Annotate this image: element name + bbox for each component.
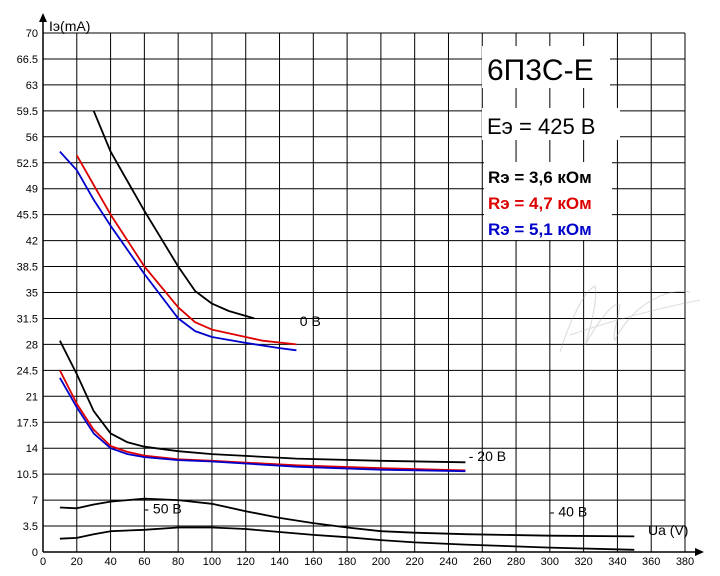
chart-subtitle: Еэ = 425 В <box>487 114 595 139</box>
y-tick-label: 70 <box>26 28 38 40</box>
y-tick-label: 45.5 <box>17 210 38 222</box>
y-tick-label: 56 <box>26 132 38 144</box>
title-block: 6П3С-Е Еэ = 425 В <box>482 46 620 140</box>
x-tick-label: 0 <box>40 556 46 568</box>
curve-label: 0 В <box>300 313 321 329</box>
x-tick-label: 260 <box>473 556 491 568</box>
legend-box <box>484 162 612 240</box>
x-tick-label: 20 <box>71 556 83 568</box>
series-line-6 <box>59 497 635 538</box>
signature-watermark <box>559 285 701 353</box>
x-tick-label: 240 <box>439 556 457 568</box>
x-tick-label: 380 <box>676 556 694 568</box>
x-tick-label: 340 <box>608 556 626 568</box>
y-tick-label: 7 <box>32 495 38 507</box>
y-tick-label: 14 <box>26 443 38 455</box>
series-lines <box>59 110 635 551</box>
y-tick-label: 52.5 <box>17 158 38 170</box>
curve-label: - 50 В <box>144 500 181 516</box>
x-tick-label: 220 <box>406 556 424 568</box>
y-tick-label: 21 <box>26 391 38 403</box>
y-tick-label: 3.5 <box>23 521 38 533</box>
curve-labels: 0 В - 20 В - 50 В - 40 В <box>144 313 587 520</box>
legend-entry: Rэ = 5,1 кОм <box>488 220 592 239</box>
y-tick-label: 28 <box>26 339 38 351</box>
curve-label: - 20 В <box>469 448 506 464</box>
x-tick-label: 80 <box>172 556 184 568</box>
y-tick-label: 49 <box>26 184 38 196</box>
legend-entry: Rэ = 3,6 кОм <box>488 168 592 187</box>
series-line-3 <box>59 340 466 464</box>
y-tick-label: 0 <box>32 547 38 559</box>
y-tick-label: 38.5 <box>17 262 38 274</box>
legend: Rэ = 3,6 кОм Rэ = 4,7 кОм Rэ = 5,1 кОм <box>484 162 612 240</box>
tick-labels: 0 20 40 60 80 100 120 140 160 180 200 220 240 260 280 3… <box>17 28 695 568</box>
x-axis-title: Ua (V) <box>648 522 688 538</box>
y-tick-label: 66.5 <box>17 54 38 66</box>
y-tick-label: 59.5 <box>17 106 38 118</box>
x-tick-label: 160 <box>304 556 322 568</box>
x-tick-label: 100 <box>203 556 221 568</box>
x-tick-label: 60 <box>138 556 150 568</box>
y-tick-label: 17.5 <box>17 417 38 429</box>
x-tick-label: 40 <box>104 556 116 568</box>
y-axis-arrow <box>39 13 47 22</box>
curve-label: - 40 В <box>550 503 587 519</box>
x-tick-label: 140 <box>270 556 288 568</box>
x-tick-label: 120 <box>237 556 255 568</box>
x-tick-label: 320 <box>574 556 592 568</box>
x-tick-label: 360 <box>642 556 660 568</box>
series-line-1 <box>76 154 297 346</box>
axes <box>39 13 704 556</box>
x-axis-arrow <box>695 548 704 556</box>
x-tick-label: 200 <box>372 556 390 568</box>
series-line-5 <box>59 377 466 473</box>
x-tick-label: 300 <box>541 556 559 568</box>
y-tick-label: 24.5 <box>17 365 38 377</box>
y-tick-label: 42 <box>26 236 38 248</box>
series-line-0 <box>92 110 255 320</box>
x-tick-label: 280 <box>507 556 525 568</box>
y-tick-label: 35 <box>26 288 38 300</box>
x-tick-label: 180 <box>338 556 356 568</box>
legend-entry: Rэ = 4,7 кОм <box>488 194 592 213</box>
series-line-4 <box>59 369 466 472</box>
y-tick-label: 63 <box>26 80 38 92</box>
y-tick-label: 31.5 <box>17 313 38 325</box>
y-tick-label: 10.5 <box>17 469 38 481</box>
series-line-7 <box>59 526 635 551</box>
y-axis-title: Iэ(mA) <box>49 18 90 34</box>
chart-title: 6П3С-Е <box>487 54 594 87</box>
series-line-2 <box>59 150 297 352</box>
